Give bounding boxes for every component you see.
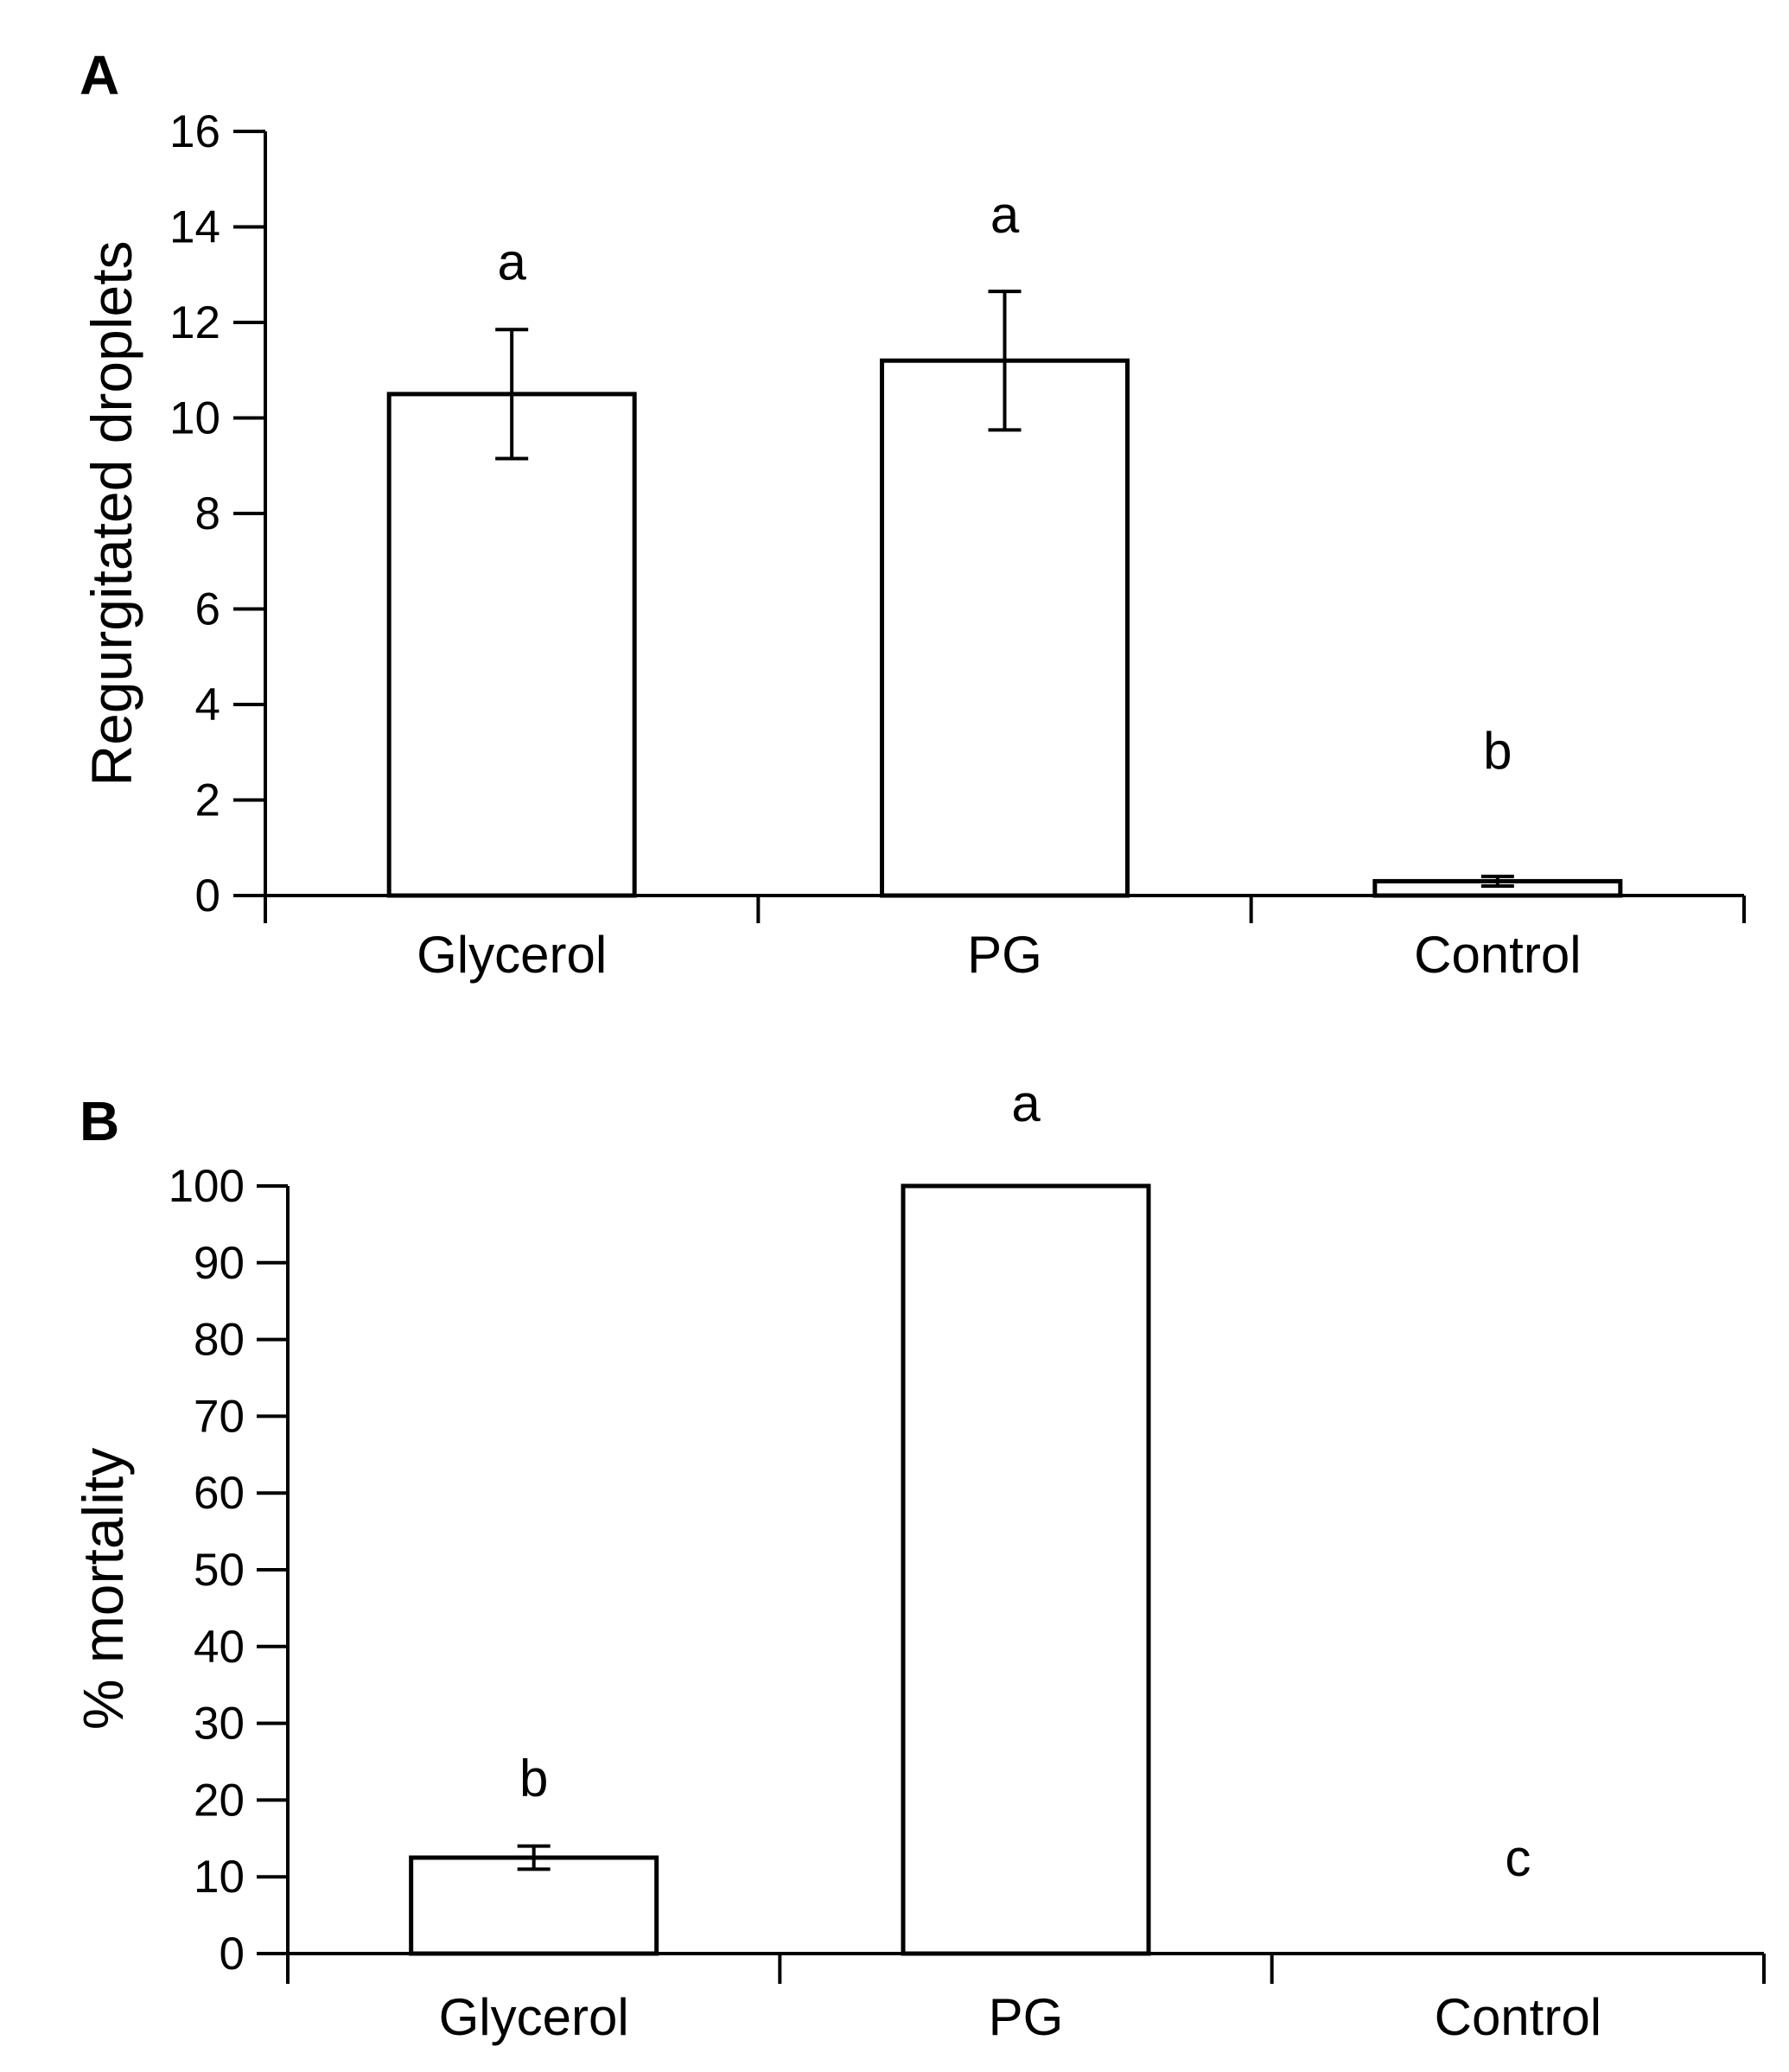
- y-tick-label: 40: [194, 1622, 245, 1673]
- y-tick-label: 8: [195, 488, 220, 539]
- significance-letter: a: [497, 233, 526, 290]
- y-tick-label: 0: [220, 1929, 245, 1980]
- y-tick-label: 10: [194, 1852, 245, 1903]
- x-category-label: Control: [1435, 1988, 1601, 2046]
- y-tick-label: 14: [169, 202, 220, 253]
- bar-pg: [880, 358, 1130, 898]
- y-tick-label: 2: [195, 775, 220, 826]
- y-tick-label: 60: [194, 1468, 245, 1519]
- y-tick-label: 4: [195, 679, 220, 730]
- y-tick-label: 20: [194, 1775, 245, 1826]
- bar-glycerol: [386, 392, 637, 898]
- y-tick-label: 16: [169, 106, 220, 157]
- y-tick-label: 0: [195, 870, 220, 921]
- y-axis-title: % mortality: [71, 1448, 135, 1730]
- bar-glycerol: [409, 1855, 659, 1956]
- y-tick-label: 90: [194, 1238, 245, 1289]
- panel-label-b: B: [80, 1090, 119, 1152]
- x-category-label: PG: [967, 926, 1042, 984]
- y-tick-label: 12: [169, 297, 220, 348]
- significance-letter: b: [1483, 722, 1512, 780]
- y-tick-label: 80: [194, 1315, 245, 1366]
- significance-letter: a: [1011, 1074, 1041, 1132]
- y-tick-label: 6: [195, 584, 220, 635]
- bar-pg: [901, 1183, 1151, 1956]
- significance-letter: a: [990, 186, 1020, 244]
- x-category-label: Glycerol: [439, 1988, 629, 2046]
- y-tick-label: 70: [194, 1391, 245, 1442]
- x-category-label: Glycerol: [417, 926, 607, 984]
- y-tick-label: 30: [194, 1699, 245, 1750]
- x-category-label: PG: [989, 1988, 1064, 2046]
- y-axis-title: Regurgitated droplets: [80, 240, 143, 786]
- significance-letter: b: [519, 1750, 548, 1807]
- significance-letter: c: [1505, 1829, 1531, 1887]
- x-category-label: Control: [1414, 926, 1581, 984]
- y-tick-label: 100: [169, 1161, 245, 1212]
- y-tick-label: 50: [194, 1545, 245, 1596]
- panel-label-a: A: [80, 44, 119, 106]
- y-tick-label: 10: [169, 393, 220, 444]
